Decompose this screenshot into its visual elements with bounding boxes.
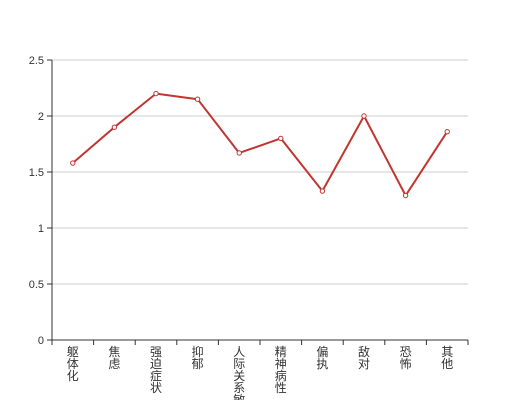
- x-tick-label: 躯体化: [67, 344, 79, 383]
- x-tick-label: 精神病性: [275, 345, 287, 395]
- x-tick-label: 抑郁: [192, 344, 204, 371]
- x-tick-label: 敌对: [358, 344, 370, 371]
- data-point[interactable]: [236, 150, 242, 156]
- axes: [51, 60, 468, 341]
- gridlines: [52, 59, 468, 285]
- x-tick-label: 其他: [441, 345, 453, 371]
- x-tick-label: 焦虑: [108, 345, 120, 371]
- x-tick-label: 强迫症状: [150, 345, 162, 395]
- data-point[interactable]: [402, 192, 409, 199]
- data-point[interactable]: [444, 128, 450, 135]
- data-point[interactable]: [319, 188, 326, 194]
- y-tick-label: 2.5: [29, 55, 44, 67]
- x-tick-label: 人际关系敏感: [233, 345, 245, 400]
- y-tick-label: 2: [38, 111, 44, 123]
- data-point[interactable]: [194, 96, 201, 102]
- x-tick-label: 偏执: [316, 344, 328, 371]
- series-line: [72, 92, 449, 197]
- data-point[interactable]: [361, 113, 367, 119]
- series-group: [70, 90, 450, 199]
- y-axis-ticks: 0 0.5 1 1.5 2 2.5: [29, 55, 52, 347]
- y-tick-label: 0: [38, 335, 44, 347]
- data-point[interactable]: [70, 160, 76, 166]
- y-tick-label: 1.5: [29, 167, 44, 179]
- x-axis-ticks: 躯体化 焦虑 强迫症状 抑郁 人际关系敏感 精神病性 偏执 敌对 恐怖 其他: [51, 340, 469, 400]
- data-point[interactable]: [278, 135, 284, 142]
- y-tick-label: 1: [38, 223, 44, 235]
- data-point[interactable]: [111, 124, 118, 130]
- data-point[interactable]: [153, 90, 159, 97]
- x-tick-label: 恐怖: [400, 345, 412, 371]
- y-tick-label: 0.5: [29, 279, 44, 291]
